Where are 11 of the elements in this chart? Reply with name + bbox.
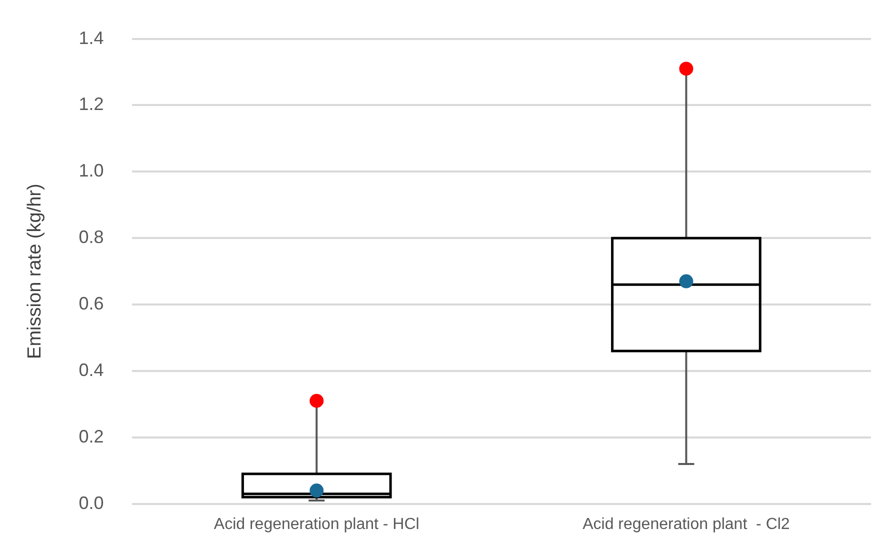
- y-axis-title: Emission rate (kg/hr): [24, 184, 46, 359]
- y-tick-label: 0.4: [78, 360, 104, 380]
- y-tick-label: 0.6: [78, 293, 104, 314]
- x-tick-label: Acid regeneration plant - Cl2: [582, 516, 790, 533]
- y-tick-label: 0.8: [78, 227, 104, 248]
- y-tick-label: 1.2: [78, 94, 104, 114]
- y-tick-label: 0.0: [78, 492, 104, 513]
- y-tick-label: 0.2: [78, 426, 104, 446]
- y-tick-label: 1.4: [78, 28, 104, 48]
- x-tick-label: Acid regeneration plant - HCl: [214, 516, 420, 533]
- y-tick-label: 1.0: [78, 160, 104, 181]
